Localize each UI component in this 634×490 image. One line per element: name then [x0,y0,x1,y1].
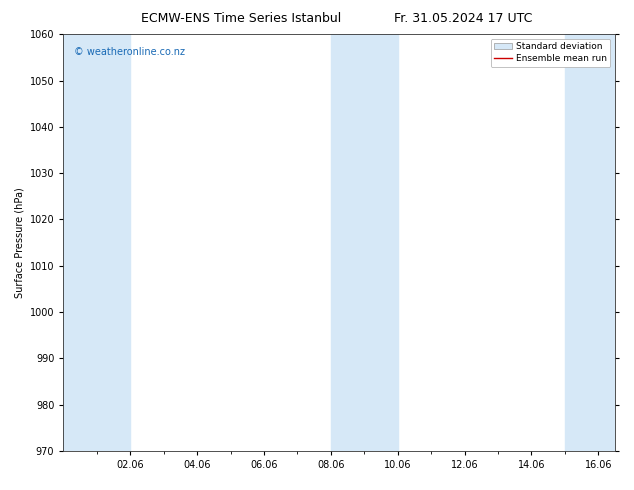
Bar [63,34,130,451]
Y-axis label: Surface Pressure (hPa): Surface Pressure (hPa) [14,187,24,298]
Text: ECMW-ENS Time Series Istanbul: ECMW-ENS Time Series Istanbul [141,12,341,25]
Bar [565,34,615,451]
Text: Fr. 31.05.2024 17 UTC: Fr. 31.05.2024 17 UTC [394,12,532,25]
Bar [331,34,398,451]
Text: © weatheronline.co.nz: © weatheronline.co.nz [74,47,185,57]
Legend: Standard deviation, Ensemble mean run: Standard deviation, Ensemble mean run [491,39,611,67]
